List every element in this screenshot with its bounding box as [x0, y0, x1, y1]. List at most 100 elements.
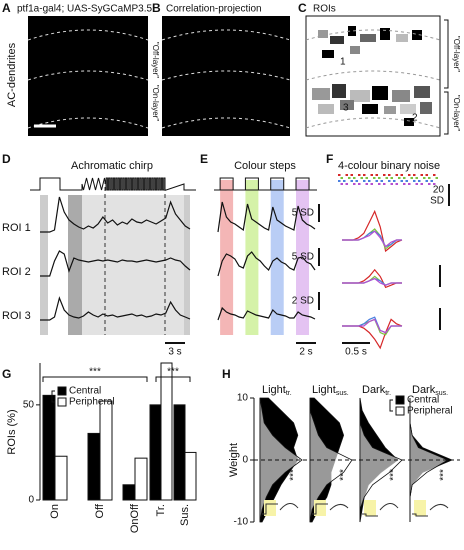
title-sub: tr. [286, 390, 292, 397]
noise-stimulus [353, 183, 356, 185]
y-label: ROIs (%) [6, 409, 18, 454]
significance-bracket [42, 376, 148, 382]
noise-stimulus [410, 174, 413, 176]
y-label: AC-dendrites [6, 42, 18, 107]
layer-label: "On-layer" [452, 95, 461, 132]
noise-stimulus [430, 183, 433, 185]
noise-stimulus [373, 177, 376, 179]
kernel [342, 316, 402, 334]
noise-stimulus [340, 174, 343, 176]
noise-stimulus [415, 180, 418, 182]
panel-title: ROIs [313, 4, 336, 15]
noise-stimulus [358, 174, 361, 176]
kernel-inset [429, 504, 449, 511]
response-trace [40, 296, 191, 321]
stimulus-trace [30, 177, 196, 191]
significance: *** [389, 469, 400, 481]
noise-stimulus [433, 174, 436, 176]
noise-stimulus [338, 177, 341, 179]
response-trace [217, 201, 316, 233]
noise-stimulus [343, 177, 346, 179]
roi [332, 84, 346, 98]
bar [173, 404, 186, 501]
noise-stimulus [403, 177, 406, 179]
y-label: Weight [228, 443, 240, 477]
noise-stimulus [355, 177, 358, 179]
noise-stimulus [363, 174, 366, 176]
bar [42, 394, 56, 501]
panel-label: C [298, 1, 307, 15]
title-sub: sus. [435, 390, 448, 397]
scale-label: 0.5 s [345, 347, 367, 358]
significance: *** [339, 469, 350, 481]
noise-stimulus [358, 180, 361, 182]
noise-stimulus [390, 177, 393, 179]
noise-stimulus [400, 174, 403, 176]
scale-label: SD [430, 196, 444, 207]
roi-label: ROI 2 [2, 266, 31, 278]
noise-stimulus [400, 183, 403, 185]
noise-stimulus [418, 177, 421, 179]
noise-stimulus [358, 183, 361, 185]
noise-stimulus [385, 183, 388, 185]
noise-stimulus [340, 177, 343, 179]
bar [149, 404, 162, 501]
noise-stimulus [383, 177, 386, 179]
roi [404, 118, 414, 126]
significance: *** [89, 367, 101, 378]
y-tick-label: 50 [23, 400, 35, 411]
x-tick-label: Tr. [155, 504, 167, 516]
noise-stimulus [390, 180, 393, 182]
noise-stimulus [435, 174, 438, 176]
noise-stimulus [385, 180, 388, 182]
noise-stimulus [430, 174, 433, 176]
title-sub: sus. [336, 390, 349, 397]
significance: *** [439, 469, 450, 481]
stimulus-trace [219, 177, 234, 190]
panel-label: E [200, 152, 208, 166]
noise-stimulus [360, 180, 363, 182]
title-sub: tr. [385, 390, 391, 397]
noise-stimulus [410, 180, 413, 182]
noise-stimulus [398, 177, 401, 179]
noise-stimulus [383, 180, 386, 182]
noise-stimulus [355, 183, 358, 185]
noise-stimulus [388, 174, 391, 176]
stimulus-inset-trace [362, 513, 378, 517]
roi [400, 104, 416, 114]
scale-label: 2 SD [292, 296, 314, 307]
legend-swatch [57, 397, 67, 407]
panel-label: A [2, 1, 11, 15]
noise-stimulus [340, 183, 343, 185]
roi [384, 106, 396, 114]
noise-stimulus [428, 183, 431, 185]
roi [414, 86, 430, 98]
noise-stimulus [370, 180, 373, 182]
title-main: Dark [412, 384, 436, 396]
noise-stimulus [355, 174, 358, 176]
noise-stimulus [405, 180, 408, 182]
noise-stimulus [370, 174, 373, 176]
x-tick-label: Sus. [179, 504, 191, 526]
panel-label: B [152, 1, 161, 15]
response-trace [40, 196, 191, 233]
noise-stimulus [418, 180, 421, 182]
noise-stimulus [408, 174, 411, 176]
noise-stimulus [380, 174, 383, 176]
subpanel-title: Lighttr. [262, 384, 292, 397]
layer-boundary [27, 29, 149, 129]
kernel [342, 277, 402, 286]
noise-stimulus [360, 183, 363, 185]
significance: *** [167, 367, 179, 378]
noise-stimulus [428, 174, 431, 176]
noise-stimulus [408, 180, 411, 182]
scale-label: 5 SD [292, 208, 314, 219]
noise-stimulus [353, 180, 356, 182]
noise-stimulus [393, 174, 396, 176]
noise-stimulus [370, 177, 373, 179]
roi [348, 26, 356, 36]
noise-stimulus [373, 180, 376, 182]
roi [318, 104, 334, 114]
noise-stimulus [378, 183, 381, 185]
